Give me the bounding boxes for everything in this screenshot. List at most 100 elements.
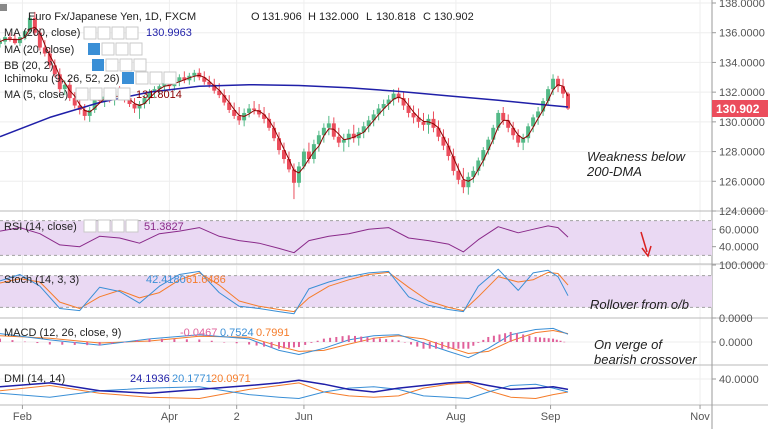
candle-body bbox=[366, 120, 371, 127]
chart-title: Euro Fx/Japanese Yen, 1D, FXCM bbox=[28, 11, 196, 23]
macd-hist-bar bbox=[434, 342, 437, 349]
annotation-weakness-line2: 200-DMA bbox=[586, 164, 642, 179]
macd-hist-bar bbox=[148, 338, 151, 342]
price-tick-label: 134.0000 bbox=[719, 57, 765, 69]
dmi-adx-line bbox=[0, 379, 569, 395]
candle-body bbox=[351, 133, 356, 139]
macd-hist-bar bbox=[263, 342, 266, 347]
macd-hist-bar bbox=[391, 339, 394, 342]
macd-hist-bar bbox=[477, 342, 480, 343]
candle-body bbox=[461, 179, 466, 188]
indicator-1-buttons[interactable] bbox=[88, 42, 143, 56]
candle-body bbox=[247, 108, 252, 113]
candle-body bbox=[237, 115, 242, 121]
indicator-2-buttons[interactable] bbox=[92, 58, 147, 72]
candle-body bbox=[361, 126, 366, 133]
candle-body bbox=[137, 104, 142, 109]
candle-body bbox=[341, 139, 346, 143]
candle-body bbox=[182, 77, 187, 81]
macd-hist-bar bbox=[297, 342, 300, 348]
candle-body bbox=[27, 17, 32, 32]
candle-body bbox=[142, 98, 147, 105]
sma200-buttons[interactable] bbox=[83, 26, 139, 40]
macd-hist-bar bbox=[416, 342, 419, 347]
candle-body bbox=[152, 89, 157, 93]
stoch-k-value: 42.4180 bbox=[146, 274, 186, 286]
candle-body bbox=[471, 170, 476, 177]
candle-body bbox=[132, 104, 137, 109]
candle-body bbox=[217, 90, 222, 96]
macd-hist-bar bbox=[316, 340, 319, 342]
indicator-axes[interactable]: 60.0000 40.0000 100.0000 0.0000 0.0000 40.000… bbox=[712, 224, 765, 386]
candle-body bbox=[421, 121, 426, 125]
time-tick-label: Feb bbox=[13, 411, 32, 423]
macd-hist-bar bbox=[255, 342, 258, 346]
sub-tick-label: 60.0000 bbox=[719, 224, 759, 236]
candle-body bbox=[252, 108, 257, 110]
candle-body bbox=[486, 139, 491, 151]
indicator-legend-3: Ichimoku (9, 26, 52, 26) bbox=[4, 73, 120, 85]
candle-body bbox=[526, 126, 531, 139]
macd-hist-bar bbox=[36, 342, 39, 344]
candle-body bbox=[381, 104, 386, 109]
dmi-plus-line bbox=[0, 383, 569, 399]
stoch-legend: Stoch (14, 3, 3) bbox=[4, 274, 79, 286]
candle-body bbox=[511, 127, 516, 136]
macd-hist-bar bbox=[235, 342, 238, 344]
macd-hist-bar bbox=[341, 336, 344, 342]
price-tick-label: 128.0000 bbox=[719, 147, 765, 159]
candle-body bbox=[491, 127, 496, 140]
ohlc-h-value: 132.000 bbox=[319, 11, 359, 23]
dmi-minus-line bbox=[0, 382, 569, 399]
macd-hist-bar bbox=[559, 340, 562, 342]
candle-body bbox=[67, 84, 72, 99]
candle-body bbox=[466, 176, 471, 188]
candle-body bbox=[416, 117, 421, 122]
sma5-value: 131.8014 bbox=[136, 89, 182, 101]
macd-hist-bar bbox=[498, 334, 501, 342]
macd-hist-bar bbox=[223, 342, 226, 343]
candle-body bbox=[371, 114, 376, 121]
candle-body bbox=[82, 109, 87, 116]
candle-body bbox=[227, 102, 232, 110]
candle-body bbox=[282, 150, 286, 159]
candle-body bbox=[321, 127, 326, 136]
candle-body bbox=[37, 32, 42, 48]
time-axis[interactable]: Feb Apr 2 Jun Aug Sep Nov bbox=[13, 405, 710, 423]
candle-body bbox=[566, 93, 570, 109]
candle-body bbox=[401, 98, 406, 106]
macd-hist-bar bbox=[482, 339, 485, 342]
macd-hist-bar bbox=[543, 337, 546, 342]
macd-hist-bar bbox=[492, 335, 495, 342]
candle-body bbox=[501, 112, 506, 121]
macd-hist-bar bbox=[487, 336, 490, 342]
candle-body bbox=[411, 112, 416, 118]
macd-hist-bar bbox=[347, 335, 350, 342]
time-tick-label: Apr bbox=[161, 411, 178, 423]
rsi-buttons[interactable] bbox=[83, 219, 139, 233]
sma5-buttons[interactable] bbox=[75, 87, 131, 101]
macd-hist-bar bbox=[354, 335, 356, 342]
stoch-d-line bbox=[0, 271, 569, 313]
collapse-icon[interactable] bbox=[0, 4, 7, 11]
macd-hist-bar bbox=[283, 342, 285, 349]
candle-body bbox=[346, 133, 351, 140]
candle-body bbox=[316, 135, 321, 145]
macd-hist-bar bbox=[457, 342, 460, 349]
candle-body bbox=[396, 93, 401, 99]
macd-signal-value: 0.7991 bbox=[256, 327, 290, 339]
candle-body bbox=[0, 41, 2, 44]
candle-body bbox=[62, 84, 67, 90]
candle-body bbox=[162, 83, 167, 87]
price-axis[interactable]: 138.0000 136.0000 134.0000 132.0000 130.0000… bbox=[712, 0, 765, 218]
time-tick-label: Sep bbox=[541, 411, 561, 423]
candle-body bbox=[262, 114, 267, 119]
dmi-minus-value: 20.0971 bbox=[211, 373, 251, 385]
macd-hist-bar bbox=[403, 342, 406, 343]
candle-body bbox=[127, 98, 132, 105]
candle-body bbox=[531, 117, 536, 127]
macd-hist-value: -0.0467 bbox=[180, 327, 217, 339]
sub-tick-label: 0.0000 bbox=[719, 337, 753, 349]
indicator-3-buttons[interactable] bbox=[122, 71, 177, 85]
